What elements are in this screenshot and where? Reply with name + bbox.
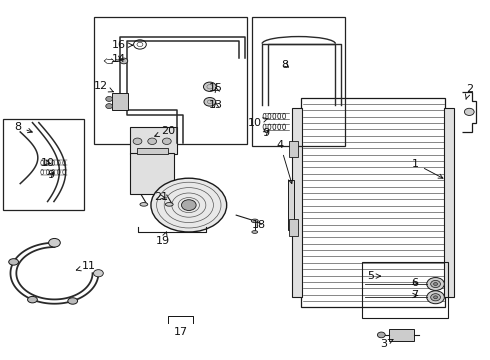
Bar xyxy=(130,127,176,154)
Bar xyxy=(389,329,414,341)
Text: 4: 4 xyxy=(277,140,293,184)
Circle shape xyxy=(162,138,171,144)
Bar xyxy=(112,93,128,110)
Circle shape xyxy=(49,238,60,247)
Bar xyxy=(290,140,298,157)
Bar xyxy=(444,108,454,297)
Bar xyxy=(301,98,445,307)
Bar xyxy=(130,153,174,194)
Text: 11: 11 xyxy=(76,261,96,271)
Bar xyxy=(94,17,247,144)
Text: 10: 10 xyxy=(41,158,55,168)
Ellipse shape xyxy=(165,203,173,206)
Text: 20: 20 xyxy=(155,126,175,136)
Text: 1: 1 xyxy=(412,159,443,178)
Ellipse shape xyxy=(252,230,258,233)
Bar xyxy=(290,220,298,235)
Text: 13: 13 xyxy=(209,100,223,110)
Text: 12: 12 xyxy=(94,81,113,92)
Circle shape xyxy=(203,82,216,91)
Text: 10: 10 xyxy=(247,118,268,128)
Text: 2: 2 xyxy=(466,84,473,99)
Text: 6: 6 xyxy=(411,278,418,288)
Circle shape xyxy=(106,96,113,102)
Bar xyxy=(137,148,168,154)
Circle shape xyxy=(106,104,113,109)
Ellipse shape xyxy=(140,203,148,206)
Text: 7: 7 xyxy=(411,291,418,301)
Ellipse shape xyxy=(27,296,37,303)
Text: 21: 21 xyxy=(155,192,169,202)
Bar xyxy=(362,262,448,318)
Bar xyxy=(293,108,302,297)
Circle shape xyxy=(377,332,385,338)
Text: 3: 3 xyxy=(380,339,393,349)
Circle shape xyxy=(434,296,438,299)
Text: 9: 9 xyxy=(47,170,54,180)
Circle shape xyxy=(204,98,216,106)
Text: 16: 16 xyxy=(112,40,133,50)
Text: 19: 19 xyxy=(156,232,170,246)
Circle shape xyxy=(94,270,103,277)
Ellipse shape xyxy=(251,219,258,223)
Text: 18: 18 xyxy=(252,220,266,230)
Circle shape xyxy=(148,138,157,144)
Bar xyxy=(252,17,345,146)
Circle shape xyxy=(431,280,441,288)
Text: 15: 15 xyxy=(209,83,223,93)
Circle shape xyxy=(120,58,128,64)
Bar xyxy=(288,180,294,230)
Ellipse shape xyxy=(68,298,77,304)
Circle shape xyxy=(427,278,444,291)
Circle shape xyxy=(427,291,444,304)
Text: 8: 8 xyxy=(14,122,32,133)
Text: 14: 14 xyxy=(112,54,126,64)
Circle shape xyxy=(465,108,474,116)
Text: 5: 5 xyxy=(367,271,381,281)
Text: 9: 9 xyxy=(262,128,269,138)
Text: 17: 17 xyxy=(173,327,188,337)
Circle shape xyxy=(434,283,438,285)
Ellipse shape xyxy=(9,259,19,265)
Circle shape xyxy=(431,294,441,301)
Circle shape xyxy=(181,200,196,211)
Ellipse shape xyxy=(151,178,227,232)
Bar xyxy=(3,119,84,211)
Text: 8: 8 xyxy=(282,59,289,69)
Circle shape xyxy=(133,138,142,144)
